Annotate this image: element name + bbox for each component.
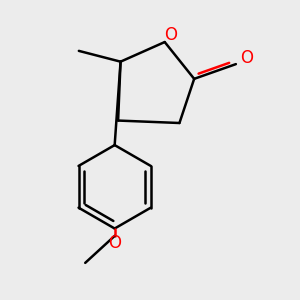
- Text: O: O: [240, 49, 253, 67]
- Text: O: O: [108, 234, 121, 252]
- Text: O: O: [164, 26, 177, 44]
